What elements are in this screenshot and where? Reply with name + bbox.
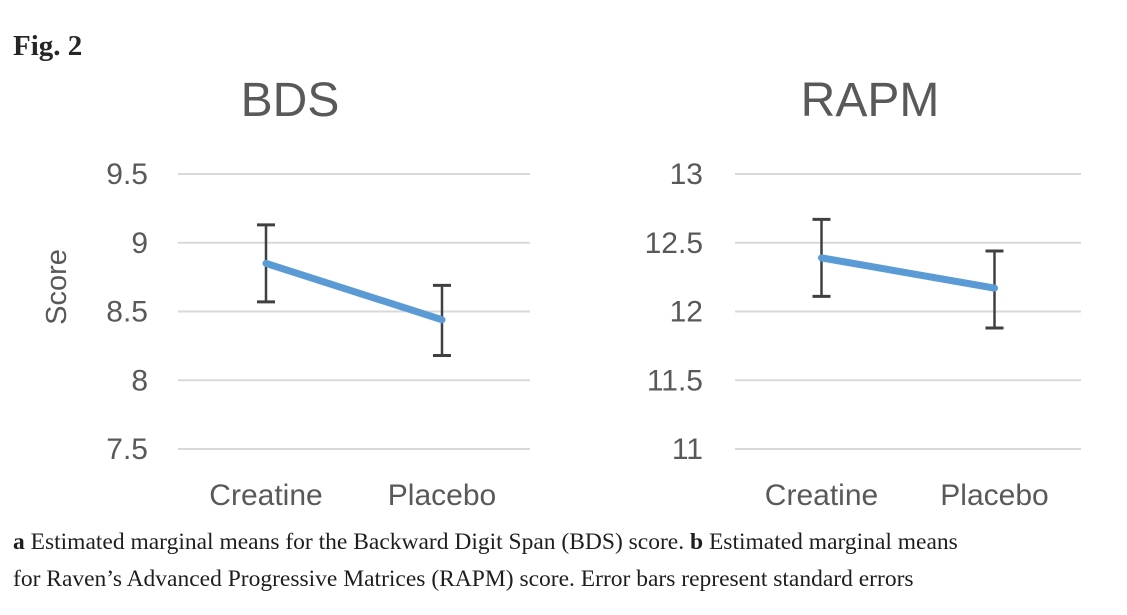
caption-panel-b-text-line2: for Raven’s Advanced Progressive Matrice… (13, 566, 914, 592)
bds-chart-title: BDS (240, 74, 340, 127)
series-line (262, 259, 446, 324)
rapm-chart-title: RAPM (800, 74, 940, 127)
y-tick-label: 9.5 (106, 158, 148, 191)
x-category-label: Creatine (209, 479, 322, 512)
bds-plot-area: 9.5 9 8.5 8 7.5 Creatine Placebo (106, 158, 530, 512)
caption-panel-a-text: Estimated marginal means for the Backwar… (24, 529, 690, 555)
caption-panel-b-text-line1: Estimated marginal means (703, 529, 958, 555)
y-tick-label: 8 (131, 364, 148, 397)
x-category-label: Creatine (765, 479, 878, 512)
y-tick-label: 7.5 (106, 433, 148, 466)
y-tick-label: 11 (672, 433, 703, 466)
rapm-plot-area: 13 12.5 12 11.5 11 Creatine Placebo (645, 158, 1081, 512)
y-tick-label: 12 (670, 296, 703, 329)
bds-chart: BDS Score 9.5 9 8.5 8 7.5 Creatine Placebo (40, 75, 540, 520)
series-line (818, 254, 998, 292)
x-category-label: Placebo (388, 479, 496, 512)
y-tick-label: 12.5 (645, 227, 703, 260)
y-tick-label: 11.5 (647, 364, 703, 397)
rapm-chart: RAPM 13 12.5 12 11.5 11 Creatine Placebo (640, 75, 1100, 520)
y-tick-label: 9 (131, 227, 148, 260)
x-category-label: Placebo (940, 479, 1048, 512)
y-tick-label: 8.5 (106, 296, 148, 329)
caption-panel-a-marker: a (13, 529, 25, 555)
y-tick-label: 13 (670, 158, 703, 191)
caption-panel-b-marker: b (690, 529, 704, 555)
figure-caption: a Estimated marginal means for the Backw… (13, 524, 1121, 598)
figure-label: Fig. 2 (13, 30, 83, 62)
